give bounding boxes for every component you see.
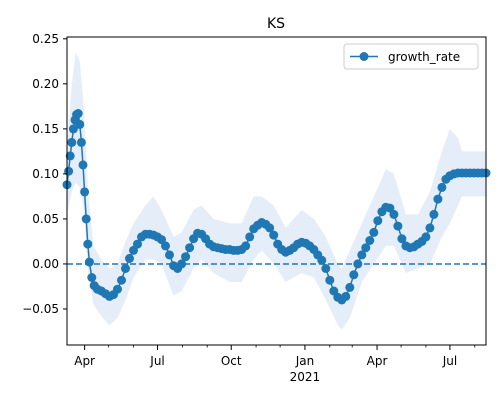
axes: −0.05 0.00 0.05 0.10 0.15 0.20 0.25 Apr Jul Oct Ja… bbox=[22, 32, 487, 384]
y-tick-label: 0.20 bbox=[32, 77, 59, 91]
data-point bbox=[345, 282, 355, 292]
x-tick-label: Apr bbox=[74, 354, 95, 368]
data-point bbox=[81, 214, 91, 224]
data-point bbox=[161, 241, 170, 251]
data-point bbox=[429, 209, 439, 219]
data-point bbox=[75, 119, 85, 129]
data-point bbox=[317, 255, 327, 265]
data-point bbox=[425, 223, 435, 233]
data-point bbox=[373, 216, 383, 226]
y-tick-label: 0.00 bbox=[32, 257, 59, 271]
data-point bbox=[65, 151, 75, 161]
legend-marker bbox=[359, 52, 369, 61]
legend-label: growth_rate bbox=[388, 50, 460, 64]
x-year-label: 2021 bbox=[290, 370, 321, 384]
data-point bbox=[349, 270, 359, 280]
data-point bbox=[353, 259, 363, 269]
y-tick-label: 0.15 bbox=[32, 122, 59, 136]
data-point bbox=[165, 250, 174, 260]
legend-box bbox=[343, 43, 479, 70]
data-point bbox=[437, 182, 447, 192]
data-point bbox=[181, 252, 191, 262]
data-point bbox=[80, 187, 90, 197]
x-tick-label: Jan bbox=[295, 354, 315, 368]
data-point bbox=[361, 243, 371, 253]
data-point bbox=[321, 264, 331, 273]
data-point bbox=[389, 209, 399, 219]
x-tick-label: Apr bbox=[367, 354, 388, 368]
data-point bbox=[76, 137, 86, 147]
data-point bbox=[67, 137, 77, 147]
data-point bbox=[265, 223, 275, 233]
data-point bbox=[241, 241, 251, 251]
data-point bbox=[125, 254, 134, 263]
data-point bbox=[83, 239, 93, 249]
data-point bbox=[397, 234, 407, 244]
data-point bbox=[369, 227, 379, 237]
data-point bbox=[185, 243, 195, 253]
x-tick-label: Oct bbox=[221, 354, 242, 368]
data-point bbox=[269, 230, 279, 240]
data-point bbox=[341, 291, 351, 301]
plot-frame bbox=[66, 36, 487, 346]
x-tick-label: Jul bbox=[149, 354, 164, 368]
y-tick-label: 0.05 bbox=[32, 212, 59, 226]
x-tick-label: Jul bbox=[442, 354, 457, 368]
legend: growth_rate bbox=[343, 43, 479, 70]
data-point bbox=[365, 236, 375, 245]
data-point bbox=[393, 221, 403, 231]
data-point bbox=[68, 124, 78, 134]
data-point bbox=[133, 239, 142, 249]
data-point bbox=[325, 275, 335, 285]
confidence-band bbox=[67, 52, 486, 330]
y-tick-label: −0.05 bbox=[22, 302, 59, 316]
data-point bbox=[78, 160, 88, 170]
data-point bbox=[245, 232, 255, 242]
y-tick-label: 0.10 bbox=[32, 167, 59, 181]
data-point bbox=[121, 264, 130, 273]
data-point bbox=[177, 259, 187, 269]
data-point bbox=[84, 257, 94, 267]
y-tick-label: 0.25 bbox=[32, 32, 59, 46]
data-point bbox=[117, 275, 126, 285]
data-point bbox=[113, 284, 122, 294]
data-point bbox=[87, 273, 97, 282]
data-point bbox=[421, 232, 431, 242]
data-point bbox=[73, 109, 83, 118]
data-point bbox=[433, 194, 443, 204]
chart-title: KS bbox=[267, 16, 285, 32]
data-point bbox=[357, 250, 367, 260]
plot-area bbox=[62, 52, 491, 330]
